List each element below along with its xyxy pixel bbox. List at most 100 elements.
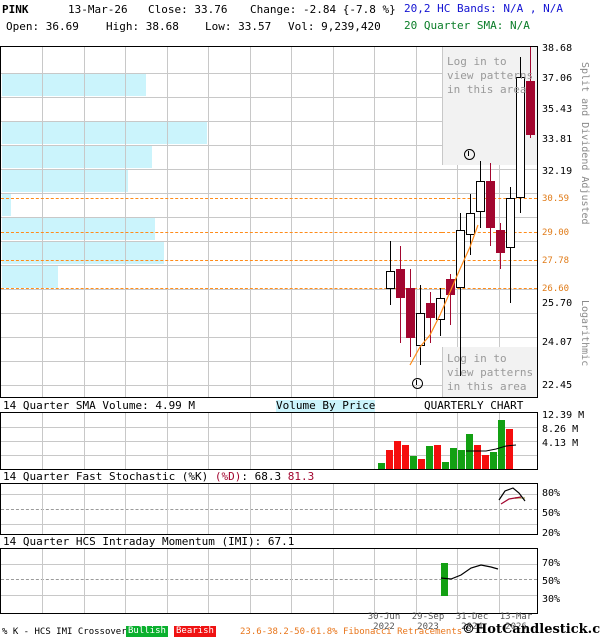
pattern-marker[interactable]	[412, 378, 423, 389]
volume-bar	[378, 463, 385, 469]
grid-line-vertical	[42, 413, 43, 469]
volume-by-price-bar	[2, 169, 128, 192]
symbol-label: PINK	[2, 3, 29, 16]
volume-bar	[442, 462, 449, 469]
imi-panel[interactable]	[0, 548, 538, 614]
midline-50	[1, 509, 537, 510]
price-axis-tick: 25.70	[542, 298, 573, 309]
fib-retracement-line-left	[1, 198, 442, 199]
grid-line-vertical	[208, 549, 209, 613]
bullish-chip: Bullish	[126, 626, 168, 637]
price-chart-panel[interactable]: Log in to view patterns in this area Log …	[0, 46, 538, 398]
grid-line-horizontal	[1, 427, 537, 428]
grid-line-vertical	[84, 47, 85, 397]
grid-line-horizontal	[1, 361, 537, 362]
x-axis-tick-date: 13-Mar	[499, 612, 533, 622]
grid-line-vertical	[291, 47, 292, 397]
grid-line-vertical	[333, 413, 334, 469]
volume-bar	[450, 448, 457, 469]
stochastic-axis-tick: 20%	[542, 528, 561, 539]
grid-line-vertical	[250, 549, 251, 613]
grid-line-vertical	[374, 549, 375, 613]
grid-line-vertical	[333, 549, 334, 613]
candle-body	[426, 302, 435, 318]
grid-line-horizontal	[1, 441, 537, 442]
grid-line-vertical	[416, 549, 417, 613]
candle-body	[456, 230, 465, 288]
grid-line-horizontal	[1, 564, 537, 565]
x-axis-tick-year: 2022	[373, 622, 395, 632]
grid-line-vertical	[457, 484, 458, 534]
close-label: Close: 33.76	[148, 3, 228, 16]
quote-header: PINK 13-Mar-26 Close: 33.76 Change: -2.8…	[0, 0, 600, 36]
grid-line-vertical	[291, 484, 292, 534]
footer-legend-prefix: % K - HCS IMI Crossover,	[2, 627, 133, 637]
volume-by-price-label: Volume By Price	[276, 399, 376, 412]
grid-line-horizontal	[1, 313, 537, 314]
grid-line-vertical	[499, 47, 500, 397]
price-axis-tick: 35.43	[542, 104, 573, 115]
grid-line-vertical	[42, 549, 43, 613]
brand-watermark: ©HotCandlestick.com	[462, 622, 600, 637]
volume-bar	[394, 441, 401, 469]
hc-bands-label: 20,2 HC Bands: N/A , N/A	[404, 2, 563, 15]
fib-axis-tick: 30.59	[542, 194, 570, 204]
candle-body	[486, 181, 495, 228]
grid-line-vertical	[125, 413, 126, 469]
price-axis-tick: 33.81	[542, 134, 573, 145]
volume-bar	[410, 456, 417, 469]
volume-sma-line	[466, 444, 517, 452]
x-axis-tick-year: 2024	[461, 622, 483, 632]
grid-line-vertical	[499, 484, 500, 534]
stochastic-panel[interactable]	[0, 483, 538, 535]
pattern-marker[interactable]	[464, 149, 475, 160]
grid-line-vertical	[84, 549, 85, 613]
low-label: Low: 33.57	[205, 20, 272, 33]
volume-by-price-bar	[2, 193, 11, 216]
volume-panel[interactable]	[0, 412, 538, 470]
grid-line-horizontal	[1, 289, 537, 290]
grid-line-vertical	[416, 47, 417, 397]
grid-line-horizontal	[1, 595, 537, 596]
pattern-overlay-message: Log in to view patterns in this area	[447, 352, 534, 393]
candle-body	[476, 181, 485, 212]
candle-body	[496, 230, 505, 253]
volume-bar	[482, 455, 489, 469]
volume-label: Vol: 9,239,420	[288, 20, 381, 33]
volume-bar	[402, 445, 409, 469]
grid-line-horizontal	[1, 73, 537, 74]
volume-bar	[426, 446, 433, 469]
volume-axis-tick: 12.39 M	[542, 410, 585, 421]
grid-line-vertical	[374, 47, 375, 397]
fib-retracement-line	[442, 260, 537, 261]
sma-label: 20 Quarter SMA: N/A	[404, 19, 530, 32]
quarterly-chart-label: QUARTERLY CHART	[424, 399, 524, 412]
price-chart-canvas[interactable]: Log in to view patterns in this area Log …	[1, 47, 537, 397]
candle-body	[526, 80, 535, 135]
volume-by-price-bar	[2, 217, 155, 240]
volume-panel-title: 14 Quarter SMA Volume: 4.99 M	[3, 399, 196, 412]
volume-bar	[434, 445, 441, 469]
fib-retracement-line-left	[1, 232, 442, 233]
bearish-chip: Bearish	[174, 626, 216, 637]
grid-line-vertical	[167, 484, 168, 534]
grid-line-vertical	[125, 47, 126, 397]
grid-line-vertical	[250, 47, 251, 397]
grid-line-horizontal	[1, 169, 537, 170]
pattern-overlay-border-bottom	[442, 347, 443, 397]
grid-line-vertical	[208, 484, 209, 534]
grid-line-horizontal	[1, 145, 537, 146]
grid-line-vertical	[333, 47, 334, 397]
grid-line-horizontal	[1, 494, 537, 495]
midline-50	[1, 579, 537, 580]
change-label: Change: -2.84 {-7.8 %}	[250, 3, 396, 16]
high-label: High: 38.68	[106, 20, 179, 33]
grid-line-horizontal	[1, 524, 537, 525]
x-axis-tick-date: 29-Sep	[411, 612, 445, 622]
axis-title-top: Split and Dividend Adjusted	[579, 62, 590, 225]
volume-bar	[458, 450, 465, 469]
volume-by-price-bar	[2, 265, 58, 288]
stochastic-title-d: (%D)	[214, 470, 242, 483]
price-axis-tick: 24.07	[542, 337, 573, 348]
imi-panel-title: 14 Quarter HCS Intraday Momentum (IMI): …	[3, 535, 295, 548]
